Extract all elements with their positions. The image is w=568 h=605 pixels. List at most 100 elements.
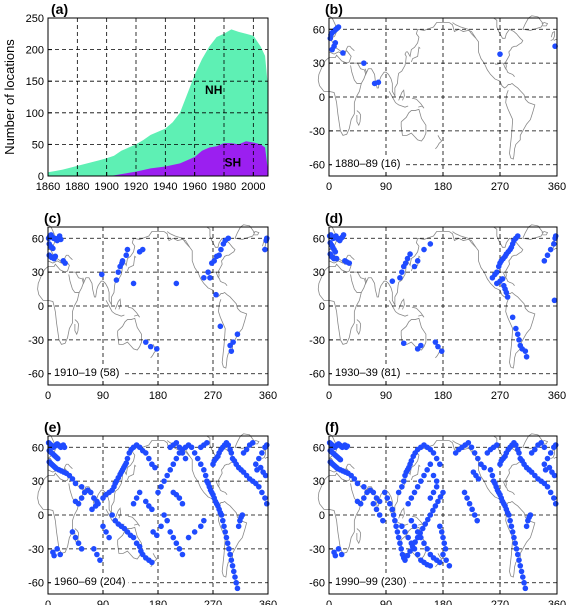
station-point bbox=[471, 512, 478, 518]
coastline bbox=[127, 306, 140, 318]
coastline bbox=[388, 300, 409, 317]
station-point bbox=[167, 529, 174, 535]
coastline bbox=[541, 440, 549, 445]
gridlines bbox=[329, 227, 557, 385]
station-point bbox=[249, 439, 256, 446]
station-point bbox=[170, 461, 177, 468]
station-point bbox=[257, 464, 264, 471]
station-point bbox=[124, 246, 131, 253]
y-tick-label: 0 bbox=[319, 301, 325, 313]
station-point bbox=[471, 450, 478, 456]
x-tick-label: 180 bbox=[434, 181, 452, 193]
coastline bbox=[163, 440, 248, 578]
coastline bbox=[505, 277, 515, 286]
station-point bbox=[164, 472, 170, 479]
area-nh bbox=[48, 29, 268, 176]
coastline bbox=[105, 300, 125, 317]
station-point bbox=[225, 235, 232, 242]
station-point bbox=[494, 442, 500, 448]
station-point bbox=[173, 540, 180, 547]
coastline bbox=[360, 68, 367, 84]
station-point bbox=[440, 551, 446, 558]
station-point bbox=[516, 557, 522, 563]
station-point bbox=[50, 245, 56, 252]
station-point bbox=[419, 525, 426, 532]
station-point bbox=[435, 498, 441, 505]
station-point bbox=[544, 483, 551, 490]
station-point bbox=[375, 79, 382, 86]
station-point bbox=[424, 467, 430, 473]
coastline bbox=[541, 231, 549, 236]
coastlines bbox=[37, 224, 268, 369]
station-point bbox=[418, 478, 424, 484]
coastline bbox=[253, 440, 260, 445]
station-point bbox=[469, 506, 475, 513]
station-point bbox=[218, 246, 224, 253]
station-point bbox=[516, 450, 522, 456]
station-point bbox=[357, 500, 364, 507]
station-point bbox=[432, 503, 439, 509]
coastline bbox=[206, 435, 236, 488]
station-point bbox=[408, 458, 415, 464]
station-point bbox=[136, 543, 143, 550]
station-point bbox=[221, 523, 227, 530]
station-point bbox=[411, 489, 418, 496]
y-tick-label: 60 bbox=[32, 233, 44, 245]
coastline bbox=[47, 259, 70, 273]
station-point bbox=[402, 529, 408, 535]
station-point bbox=[103, 529, 109, 535]
x-tick-label: 90 bbox=[380, 599, 392, 605]
station-point bbox=[153, 532, 160, 539]
station-point bbox=[395, 489, 402, 496]
coastline bbox=[493, 226, 524, 279]
station-point bbox=[384, 495, 391, 501]
period-annotation: 1880–89 (16) bbox=[335, 158, 400, 170]
y-tick-label: 0 bbox=[38, 171, 44, 183]
y-tick-label: -30 bbox=[28, 544, 44, 556]
station-point bbox=[219, 517, 226, 524]
x-tick-label: 0 bbox=[45, 390, 51, 402]
station-point bbox=[481, 464, 487, 471]
station-point bbox=[228, 450, 235, 456]
y-tick-label: 0 bbox=[319, 92, 325, 104]
coastline bbox=[328, 50, 352, 64]
coastline bbox=[550, 30, 555, 41]
station-point bbox=[227, 551, 233, 558]
station-point bbox=[373, 506, 380, 513]
station-point bbox=[541, 258, 548, 264]
station-point bbox=[414, 483, 421, 490]
station-point bbox=[538, 439, 544, 446]
coastline bbox=[398, 89, 405, 101]
coastline bbox=[37, 266, 80, 345]
station-point bbox=[544, 455, 551, 462]
station-point bbox=[332, 552, 339, 559]
x-tick-label: 360 bbox=[548, 390, 566, 402]
coastline bbox=[127, 255, 137, 272]
station-point bbox=[440, 534, 446, 541]
y-tick-label: -30 bbox=[309, 544, 325, 556]
station-point bbox=[158, 523, 164, 530]
panel-d: 0 90 180 270 360 60 30 0 -30 -60 1930–39 (81) (d) bbox=[309, 210, 566, 402]
station-point bbox=[188, 444, 195, 451]
station-point bbox=[504, 294, 511, 300]
station-point bbox=[91, 546, 97, 552]
gridlines bbox=[48, 227, 268, 385]
panel-label: (e) bbox=[44, 419, 61, 435]
station-point bbox=[404, 552, 411, 559]
station-point bbox=[229, 562, 236, 569]
y-tick-label: 150 bbox=[26, 76, 44, 88]
station-point bbox=[402, 557, 408, 563]
station-point bbox=[361, 483, 367, 490]
station-point bbox=[191, 529, 198, 535]
panel-label: (b) bbox=[325, 1, 343, 17]
station-point bbox=[427, 241, 434, 247]
y-tick-label: 30 bbox=[313, 267, 325, 279]
coastline bbox=[356, 528, 362, 545]
station-point bbox=[97, 557, 103, 563]
station-point bbox=[438, 529, 445, 535]
panel-b: 0 90 180 270 360 60 30 0 -30 -60 1880–89 (16) (b) bbox=[309, 1, 566, 193]
station-point bbox=[147, 343, 154, 350]
station-point bbox=[335, 546, 342, 552]
station-point bbox=[361, 495, 367, 501]
station-point bbox=[54, 455, 61, 462]
